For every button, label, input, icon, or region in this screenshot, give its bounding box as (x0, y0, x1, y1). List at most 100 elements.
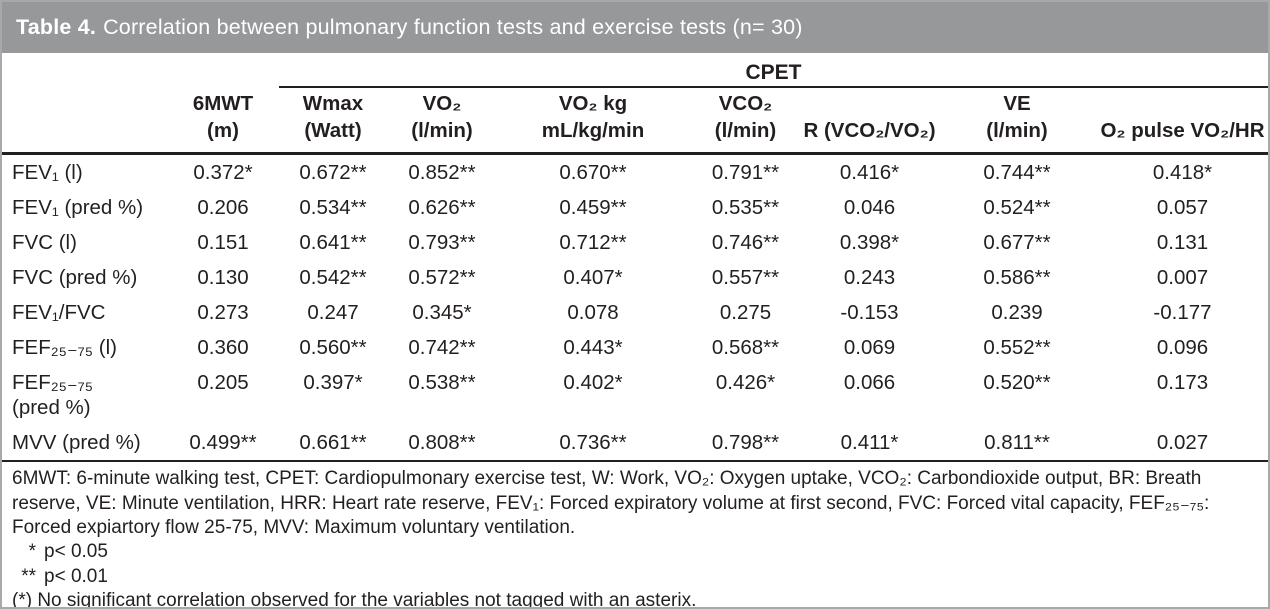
column-header-line1: 6MWT (192, 92, 254, 115)
correlation-value-cell: 0.542** (299, 266, 367, 290)
table-row: FEV₁ (pred %) 0.206 0.534** 0.626** 0.459** 0… (2, 190, 1268, 225)
column-header-line2: (Watt) (304, 118, 362, 142)
column-header-line2: (l/min) (411, 118, 473, 142)
table-row: FEV₁ (l) 0.372* 0.672** 0.852** 0.670** 0.791… (2, 155, 1268, 190)
correlation-value-cell: 0.206 (197, 196, 249, 220)
column-header-line2: R (VCO₂/VO₂) (803, 118, 936, 142)
table-title-bar: Table 4. Correlation between pulmonary f… (2, 2, 1268, 53)
correlation-value-cell: 0.712** (559, 231, 627, 255)
row-label: FEV₁ (pred %) (12, 196, 144, 220)
correlation-value-cell: 0.798** (711, 431, 780, 455)
correlation-value-cell: 0.243 (843, 266, 896, 290)
correlation-value-cell: 0.239 (991, 301, 1043, 325)
correlation-value-cell: 0.027 (1156, 431, 1209, 455)
correlation-value-cell: 0.552** (983, 336, 1051, 360)
correlation-value-cell: 0.398* (839, 231, 900, 255)
correlation-value-cell: 0.151 (197, 231, 249, 255)
column-header: O₂ pulse VO₂/HR (1097, 91, 1268, 144)
correlation-value-cell: 0.131 (1156, 231, 1209, 255)
table-rows: FEV₁ (l) 0.372* 0.672** 0.852** 0.670** 0.791… (2, 155, 1268, 460)
table-header: CPET 6MWT (m) Wmax (Watt) VO₂ (l/min) VO₂ kg mL… (2, 53, 1268, 156)
column-header-line1: VE (1003, 92, 1031, 115)
correlation-value-cell: 0.535** (711, 196, 780, 220)
correlation-value-cell: 0.416* (839, 161, 900, 185)
significance-note-p05: * p< 0.05 (12, 540, 1258, 564)
column-header: VO₂ kg mL/kg/min (497, 91, 689, 144)
correlation-value-cell: -0.177 (1153, 301, 1212, 325)
correlation-value-cell: 0.407* (563, 266, 623, 290)
table-row: FVC (pred %) 0.130 0.542** 0.572** 0.407* 0.5… (2, 260, 1268, 295)
correlation-value-cell: 0.007 (1156, 266, 1209, 290)
column-header-line2: (l/min) (986, 118, 1048, 142)
correlation-value-cell: 0.677** (983, 231, 1051, 255)
correlation-value-cell: 0.402* (563, 371, 623, 395)
correlation-value-cell: 0.641** (299, 231, 367, 255)
correlation-value-cell: 0.791** (711, 161, 780, 185)
correlation-value-cell: 0.397* (303, 371, 363, 395)
correlation-value-cell: 0.742** (408, 336, 476, 360)
correlation-value-cell: 0.520** (983, 371, 1051, 395)
correlation-value-cell: 0.078 (567, 301, 619, 325)
correlation-value-cell: -0.153 (840, 301, 899, 325)
correlation-value-cell: 0.572** (408, 266, 476, 290)
correlation-value-cell: 0.046 (843, 196, 896, 220)
significance-text: p< 0.05 (44, 541, 108, 563)
correlation-value-cell: 0.560** (299, 336, 367, 360)
correlation-value-cell: 0.418* (1152, 161, 1213, 185)
correlation-value-cell: 0.360 (197, 336, 249, 360)
column-header: VE (l/min) (937, 91, 1097, 144)
correlation-value-cell: 0.568** (711, 336, 780, 360)
correlation-value-cell: 0.066 (843, 371, 896, 395)
correlation-value-cell: 0.499** (189, 431, 257, 455)
correlation-value-cell: 0.661** (299, 431, 367, 455)
correlation-value-cell: 0.538** (408, 371, 476, 395)
table-caption: Correlation between pulmonary function t… (103, 15, 803, 39)
row-label: MVV (pred %) (12, 431, 141, 455)
table-row: FEF₂₅₋₇₅ (pred %) 0.205 0.397* 0.538** 0.402… (2, 365, 1268, 425)
column-header: R (VCO₂/VO₂) (802, 91, 937, 144)
column-header-row: 6MWT (m) Wmax (Watt) VO₂ (l/min) VO₂ kg mL/kg/m… (2, 88, 1268, 152)
table-row: FEV₁/FVC 0.273 0.247 0.345* 0.078 0.275 -0.153… (2, 295, 1268, 330)
column-header: VO₂ (l/min) (387, 91, 497, 144)
table-row: FEF₂₅₋₇₅ (l) 0.360 0.560** 0.742** 0.443* 0.5… (2, 330, 1268, 365)
group-header-row: CPET (2, 53, 1268, 88)
correlation-value-cell: 0.793** (408, 231, 476, 255)
row-label: FEV₁/FVC (12, 301, 106, 325)
correlation-value-cell: 0.524** (983, 196, 1051, 220)
correlation-value-cell: 0.205 (197, 371, 249, 395)
column-header: Wmax (Watt) (279, 91, 387, 144)
significance-text: p< 0.01 (44, 565, 108, 587)
correlation-value-cell: 0.459** (559, 196, 627, 220)
correlation-value-cell: 0.345* (412, 301, 472, 325)
correlation-value-cell: 0.852** (408, 161, 476, 185)
correlation-value-cell: 0.275 (719, 301, 772, 325)
correlation-value-cell: 0.130 (197, 266, 249, 290)
row-label: FVC (pred %) (12, 266, 138, 290)
correlation-value-cell: 0.273 (197, 301, 249, 325)
correlation-value-cell: 0.372* (193, 161, 253, 185)
column-header: VCO₂ (l/min) (689, 91, 802, 144)
correlation-value-cell: 0.534** (299, 196, 367, 220)
column-header-line2: mL/kg/min (541, 118, 645, 142)
column-header-line2: (m) (207, 118, 239, 142)
correlation-value-cell: 0.808** (408, 431, 476, 455)
correlation-value-cell: 0.411* (840, 431, 899, 455)
correlation-value-cell: 0.626** (408, 196, 476, 220)
correlation-value-cell: 0.670** (559, 161, 627, 185)
no-significance-note: (*) No significant correlation observed … (12, 589, 697, 609)
column-header: 6MWT (m) (167, 91, 279, 144)
correlation-value-cell: 0.557** (711, 266, 780, 290)
row-label: FEF₂₅₋₇₅ (pred %) (12, 371, 94, 420)
table-body: CPET 6MWT (m) Wmax (Watt) VO₂ (l/min) VO₂ kg mL… (2, 53, 1268, 609)
correlation-value-cell: 0.586** (983, 266, 1051, 290)
column-header-line1: Wmax (302, 92, 364, 115)
correlation-value-cell: 0.811** (984, 431, 1050, 455)
correlation-value-cell: 0.744** (983, 161, 1051, 185)
column-header-line2: (l/min) (714, 118, 777, 142)
cpet-group-header: CPET (279, 61, 1268, 88)
correlation-value-cell: 0.069 (843, 336, 896, 360)
correlation-value-cell: 0.443* (563, 336, 623, 360)
row-label: FEF₂₅₋₇₅ (l) (12, 336, 117, 360)
table-footnotes: 6MWT: 6-minute walking test, CPET: Cardi… (2, 460, 1268, 609)
